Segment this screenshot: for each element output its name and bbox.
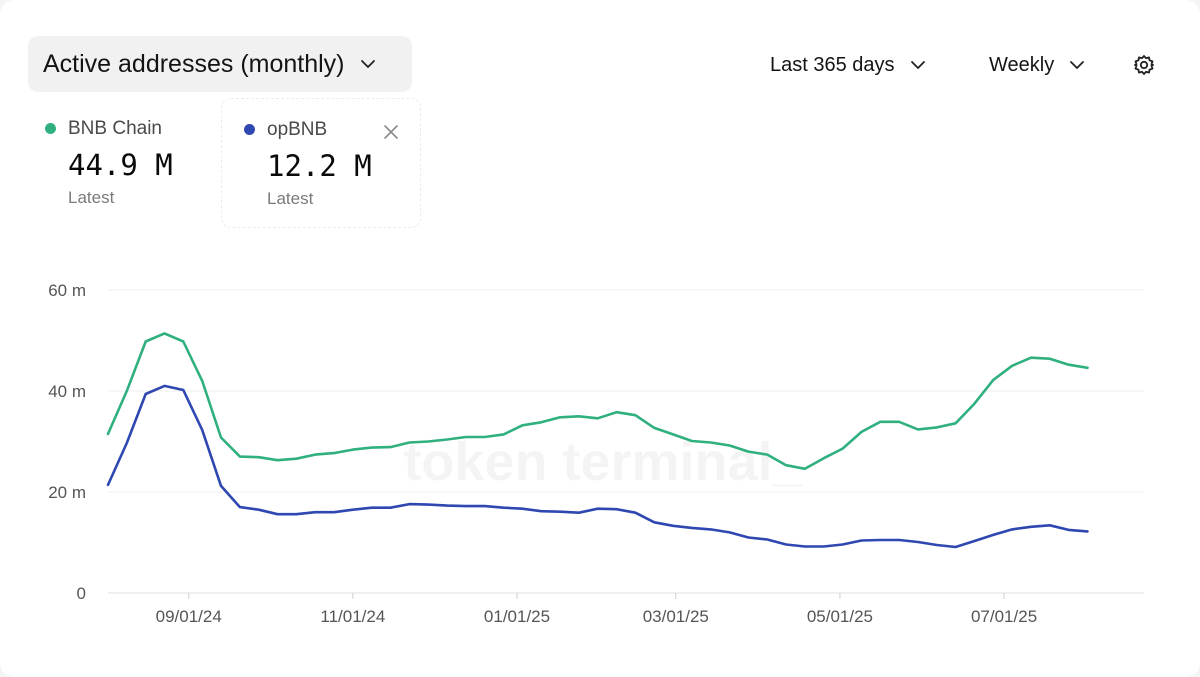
chevron-down-icon [1070, 61, 1085, 69]
y-tick-label: 20 m [48, 483, 86, 502]
chevron-down-icon [360, 60, 375, 68]
y-tick-label: 40 m [48, 382, 86, 401]
series-line-bnb-chain [106, 332, 1089, 471]
legend-latest-value: 12.2 M [267, 149, 372, 183]
legend-latest-value: 44.9 M [68, 148, 173, 182]
metric-dropdown-label: Active addresses (monthly) [43, 49, 345, 78]
chevron-down-icon [910, 61, 925, 69]
x-tick-label: 01/01/25 [484, 607, 550, 626]
x-tick-label: 11/01/24 [320, 607, 385, 626]
x-tick-label: 05/01/25 [807, 607, 873, 626]
legend-item-bnb-chain[interactable]: BNB Chain 44.9 M Latest [28, 98, 228, 228]
gear-icon[interactable] [1131, 52, 1157, 78]
y-tick-label: 0 [77, 584, 86, 603]
y-tick-label: 60 m [48, 281, 86, 300]
legend-series-name: BNB Chain [68, 118, 162, 139]
series-color-dot [45, 123, 56, 134]
time-range-label: Last 365 days [770, 53, 895, 76]
metric-dropdown[interactable]: Active addresses (monthly) [28, 36, 412, 92]
interval-label: Weekly [989, 53, 1055, 76]
watermark: token terminal_ [403, 432, 803, 492]
series-color-dot [244, 124, 255, 135]
x-tick-label: 09/01/24 [156, 607, 222, 626]
series-line-opbnb [106, 384, 1089, 549]
axes: 0 20 m 40 m 60 m 09/01/24 11/01/24 01/01/25 03/… [48, 281, 1144, 626]
x-tick-label: 07/01/25 [971, 607, 1037, 626]
gridlines [108, 289, 1144, 493]
legend-item-opbnb[interactable]: opBNB 12.2 M Latest [221, 98, 421, 228]
legend-latest-caption: Latest [267, 189, 314, 208]
close-icon[interactable] [382, 123, 400, 141]
series-lines [106, 332, 1089, 549]
legend-latest-caption: Latest [68, 188, 115, 207]
x-tick-label: 03/01/25 [643, 607, 709, 626]
legend-series-name: opBNB [267, 119, 328, 140]
time-range-dropdown[interactable]: Last 365 days [770, 50, 927, 80]
interval-dropdown[interactable]: Weekly [989, 50, 1086, 80]
